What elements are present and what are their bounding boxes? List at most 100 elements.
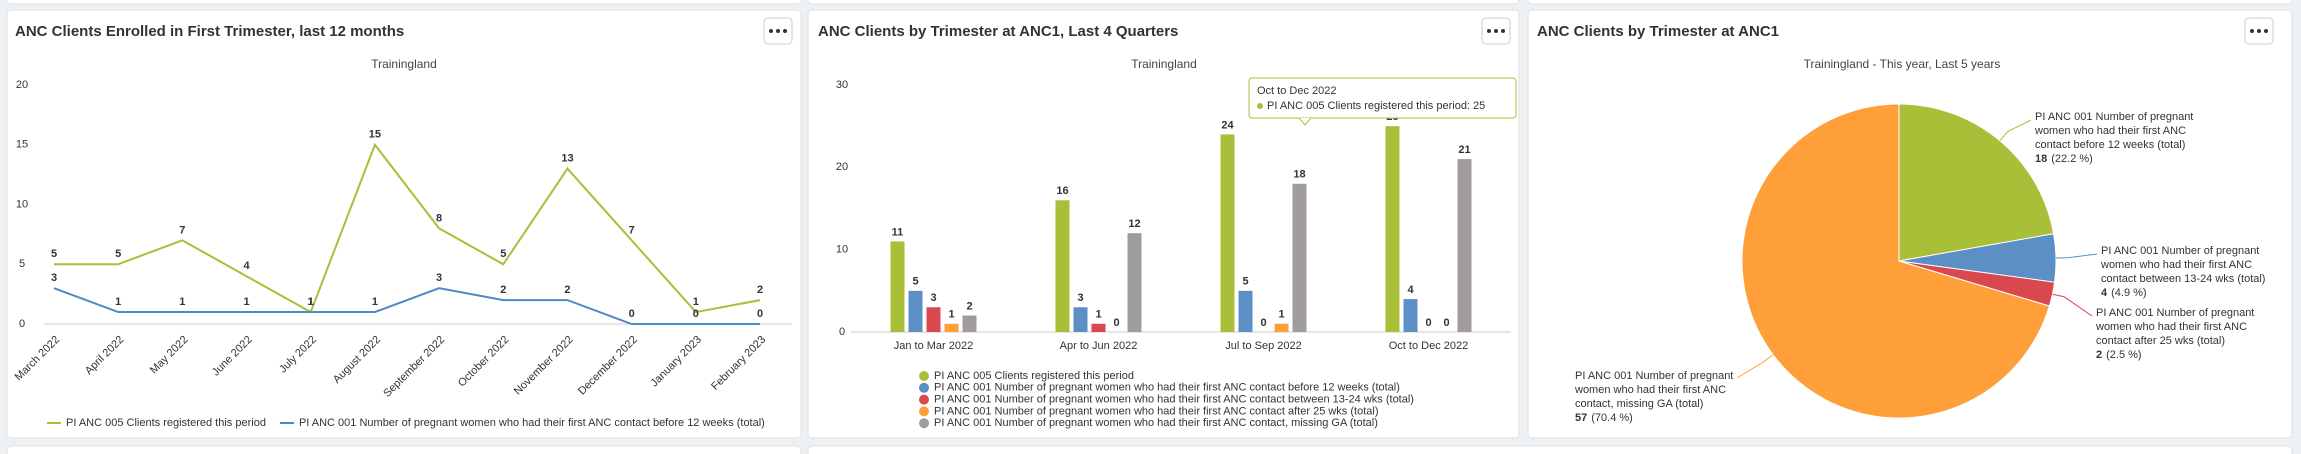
- y-tick-label: 0: [839, 326, 845, 338]
- data-label: 1: [948, 309, 954, 321]
- panel: [6, 9, 802, 439]
- data-label: 21: [1458, 144, 1470, 156]
- text-line: women who had their first ANC: [2034, 125, 2186, 137]
- tooltip-label: PI ANC 005 Clients registered this perio…: [1267, 100, 1485, 112]
- bar: [1385, 126, 1400, 333]
- x-tick-label: Jul to Sep 2022: [1225, 340, 1301, 352]
- legend-label: PI ANC 001 Number of pregnant women who …: [934, 405, 1379, 417]
- pie-slice: [1741, 103, 2051, 419]
- tooltip-swatch: [1257, 103, 1263, 109]
- data-label: 5: [51, 248, 57, 260]
- legend-label: PI ANC 001 Number of pregnant women who …: [934, 417, 1378, 429]
- data-label: 1: [243, 296, 249, 308]
- data-label: 0: [1260, 317, 1266, 329]
- legend-swatch: [919, 418, 929, 429]
- data-label: 4: [243, 260, 250, 272]
- chart-subtitle: Trainingland: [371, 57, 437, 71]
- menu-button[interactable]: [2244, 17, 2274, 45]
- data-label: 2: [757, 284, 763, 296]
- slice-value: 2 (2.5 %): [2096, 349, 2142, 361]
- bar: [926, 307, 941, 332]
- bar: [1274, 323, 1289, 332]
- data-label: 2: [966, 300, 972, 312]
- data-label: 1: [1095, 309, 1101, 321]
- legend-label: PI ANC 005 Clients registered this perio…: [934, 370, 1134, 382]
- data-label: 1: [693, 296, 699, 308]
- value: 18: [2035, 153, 2047, 165]
- data-label: 0: [693, 308, 699, 320]
- data-label: 8: [436, 212, 442, 224]
- data-label: 1: [308, 296, 314, 308]
- y-tick-label: 10: [836, 244, 848, 256]
- text-line: PI ANC 001 Number of pregnant: [2101, 245, 2259, 257]
- data-label: 0: [1443, 317, 1449, 329]
- bar: [1127, 233, 1142, 332]
- legend-swatch: [919, 382, 929, 393]
- data-label: 1: [372, 296, 378, 308]
- menu-button[interactable]: [763, 17, 793, 45]
- line-series: [53, 287, 760, 325]
- line-series: [54, 142, 761, 314]
- data-label: 4: [1407, 284, 1414, 296]
- data-label: 15: [369, 129, 381, 141]
- data-label: 0: [629, 308, 635, 320]
- y-tick-label: 15: [16, 139, 28, 151]
- slice-value: 18 (22.2 %): [2035, 153, 2093, 165]
- data-label: 2: [564, 284, 570, 296]
- text-line: women who had their first ANC: [1574, 384, 1726, 396]
- chart-subtitle: Trainingland - This year, Last 5 years: [1804, 57, 2001, 71]
- y-tick-label: 5: [19, 258, 25, 270]
- data-label: 1: [115, 296, 121, 308]
- label-connector: [1999, 119, 2032, 142]
- text-line: women who had their first ANC: [2095, 321, 2247, 333]
- legend-label: PI ANC 001 Number of pregnant women who …: [299, 417, 765, 429]
- data-label: 0: [757, 308, 763, 320]
- percent: (2.5 %): [2106, 349, 2141, 361]
- data-label: 5: [500, 248, 506, 260]
- menu-button[interactable]: [1481, 17, 1511, 45]
- data-label: 5: [912, 276, 918, 288]
- bar: [944, 323, 959, 332]
- bar: [1073, 307, 1088, 332]
- slice-label: PI ANC 001 Number of pregnant women who h…: [2100, 245, 2265, 285]
- data-label: 24: [1221, 119, 1234, 131]
- legend-swatch: [919, 394, 929, 405]
- bar: [1457, 159, 1472, 332]
- slice-label: PI ANC 001 Number of pregnant women who h…: [2034, 111, 2193, 151]
- text-line: PI ANC 001 Number of pregnant: [1575, 370, 1733, 382]
- panel-edge: [807, 0, 1520, 5]
- text-line: contact between 13-24 wks (total): [2101, 273, 2265, 285]
- chart-subtitle: Trainingland: [1131, 57, 1197, 71]
- panel-edge: [6, 0, 802, 5]
- data-label: 0: [1113, 317, 1119, 329]
- legend-swatch: [919, 406, 929, 417]
- panel-edge: [807, 445, 2293, 454]
- slice-label: PI ANC 001 Number of pregnant women who h…: [1574, 370, 1733, 410]
- x-tick-label: Jan to Mar 2022: [894, 340, 974, 352]
- data-label: 13: [561, 153, 573, 165]
- label-connector: [2052, 293, 2093, 317]
- slice-value: 57 (70.4 %): [1575, 412, 1633, 424]
- label-connector: [1736, 354, 1774, 379]
- y-tick-label: 0: [19, 318, 25, 330]
- data-label: 18: [1293, 169, 1305, 181]
- panel-edge: [6, 445, 802, 454]
- bar: [1220, 134, 1235, 332]
- data-label: 11: [892, 226, 904, 238]
- panel-edge: [1527, 0, 2293, 5]
- bar: [1238, 290, 1253, 332]
- panel-title: ANC Clients Enrolled in First Trimester,…: [15, 23, 404, 40]
- bar: [908, 290, 923, 332]
- text-line: contact before 12 weeks (total): [2035, 139, 2185, 151]
- text-line: contact, missing GA (total): [1575, 398, 1703, 410]
- slice-value: 4 (4.9 %): [2101, 287, 2147, 299]
- panel: [807, 9, 1520, 439]
- percent: (4.9 %): [2111, 287, 2146, 299]
- y-tick-label: 30: [836, 79, 848, 91]
- slice-label: PI ANC 001 Number of pregnant women who h…: [2095, 307, 2254, 347]
- data-label: 5: [115, 248, 121, 260]
- data-label: 3: [1077, 292, 1083, 304]
- data-label: 2: [500, 284, 506, 296]
